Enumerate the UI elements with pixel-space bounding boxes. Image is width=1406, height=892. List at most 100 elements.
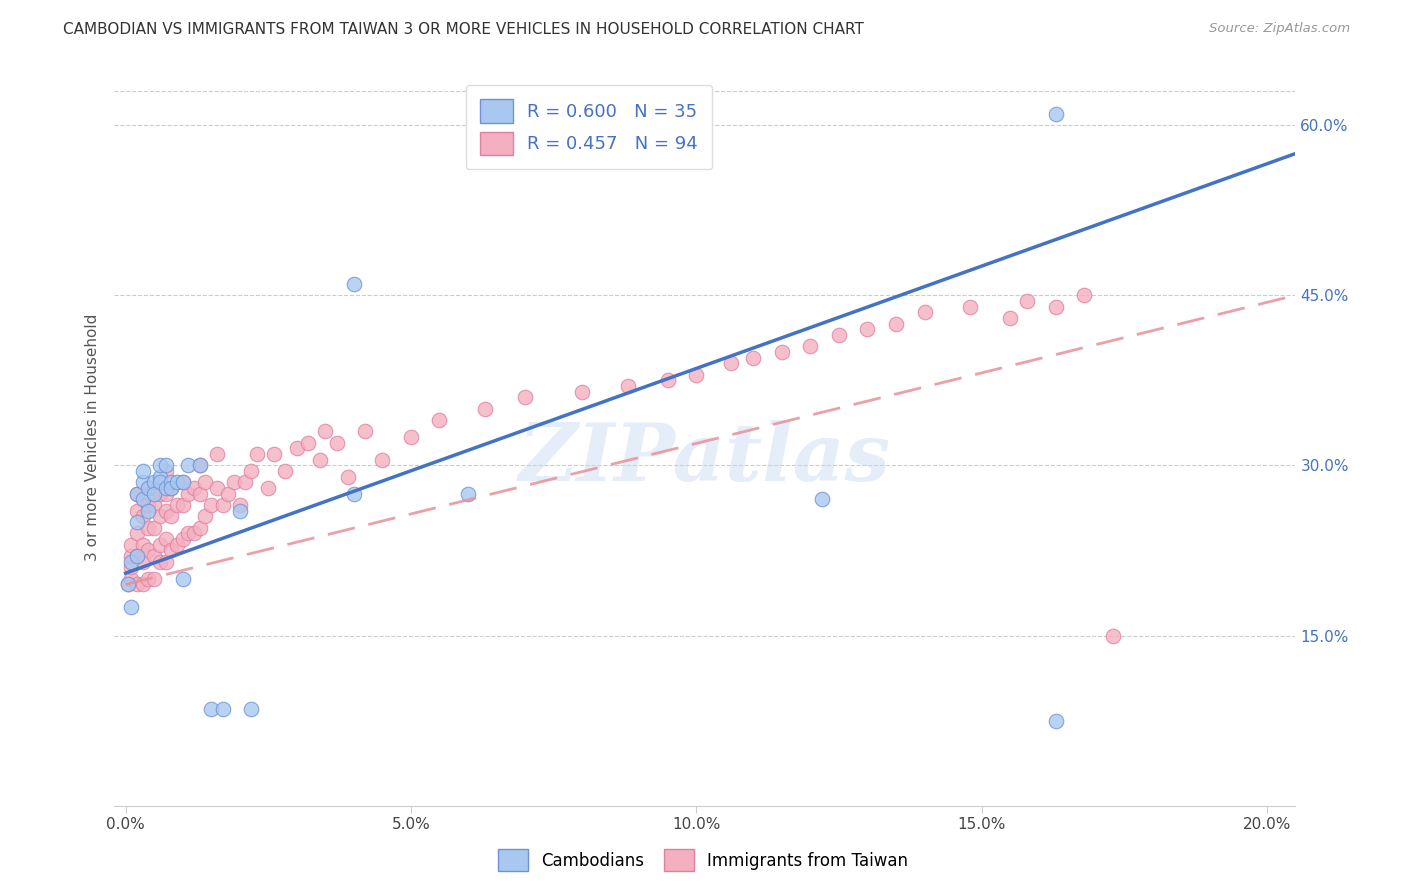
Point [120,538,142,552]
Point [125,549,148,563]
Point [155,504,177,518]
Legend: Cambodians, Immigrants from Taiwan: Cambodians, Immigrants from Taiwan [489,841,917,880]
Point [571,384,593,399]
Point [125,549,148,563]
Point [138,521,160,535]
Point [166,498,188,512]
Point [257,481,280,495]
Point [657,373,679,387]
Point [155,555,177,569]
Point [194,475,217,490]
Y-axis label: 3 or more Vehicles in Household: 3 or more Vehicles in Household [86,313,100,561]
Point [160,481,183,495]
Point [132,464,155,478]
Point [200,702,222,716]
Point [229,504,252,518]
Point [149,487,172,501]
Point [211,702,233,716]
Point [138,481,160,495]
Point [1073,288,1095,302]
Point [235,475,257,490]
Point [149,538,172,552]
Point [828,328,851,343]
Point [200,498,222,512]
Point [1101,628,1123,642]
Point [914,305,936,319]
Point [160,481,183,495]
Point [132,492,155,507]
Point [149,458,172,473]
Point [143,498,166,512]
Point [120,572,142,586]
Point [263,447,285,461]
Point [132,577,155,591]
Point [183,481,205,495]
Point [132,538,155,552]
Point [240,464,263,478]
Point [125,526,148,541]
Point [125,504,148,518]
Point [172,532,194,546]
Point [211,498,233,512]
Point [188,521,211,535]
Point [149,475,172,490]
Point [998,310,1021,325]
Point [188,458,211,473]
Point [856,322,879,336]
Point [120,555,142,569]
Point [138,481,160,495]
Point [160,475,183,490]
Text: ZIPatlas: ZIPatlas [519,420,891,498]
Point [155,532,177,546]
Point [172,475,194,490]
Point [138,498,160,512]
Point [138,572,160,586]
Point [337,469,360,483]
Point [217,487,239,501]
Point [172,475,194,490]
Point [132,509,155,524]
Point [959,300,981,314]
Point [149,555,172,569]
Point [1045,714,1067,728]
Point [149,469,172,483]
Point [205,447,228,461]
Point [285,442,308,456]
Point [125,515,148,529]
Point [177,526,200,541]
Point [314,425,336,439]
Point [125,487,148,501]
Point [117,577,139,591]
Point [132,492,155,507]
Point [685,368,707,382]
Point [177,487,200,501]
Point [343,487,366,501]
Point [399,430,422,444]
Point [1045,107,1067,121]
Point [811,492,834,507]
Point [166,475,188,490]
Point [194,509,217,524]
Point [274,464,297,478]
Point [143,481,166,495]
Point [125,577,148,591]
Point [240,702,263,716]
Point [155,458,177,473]
Point [138,504,160,518]
Point [354,425,377,439]
Point [172,498,194,512]
Point [246,447,269,461]
Point [172,572,194,586]
Point [155,481,177,495]
Point [143,475,166,490]
Point [1017,293,1039,308]
Point [120,600,142,615]
Point [770,345,793,359]
Point [884,317,907,331]
Text: CAMBODIAN VS IMMIGRANTS FROM TAIWAN 3 OR MORE VEHICLES IN HOUSEHOLD CORRELATION : CAMBODIAN VS IMMIGRANTS FROM TAIWAN 3 OR… [63,22,865,37]
Point [120,560,142,574]
Point [1045,300,1067,314]
Point [177,458,200,473]
Point [143,487,166,501]
Point [138,543,160,558]
